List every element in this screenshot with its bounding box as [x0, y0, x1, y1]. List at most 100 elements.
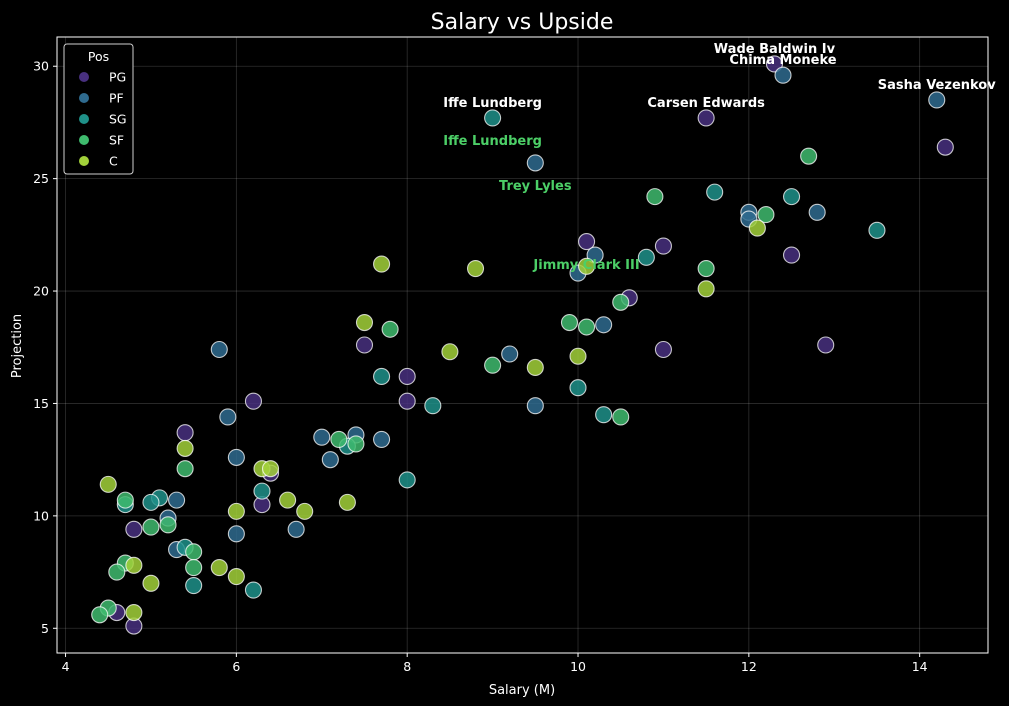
data-point-c [748, 219, 766, 237]
y-tick-label: 25 [33, 171, 49, 186]
data-point-sg [637, 248, 655, 266]
data-point-c [210, 559, 228, 577]
annotation-label: Wade Baldwin Iv [714, 42, 836, 57]
data-point-sf [176, 460, 194, 478]
data-point-pg [817, 336, 835, 354]
data-point-sg [185, 577, 203, 595]
data-point-pg [244, 392, 262, 410]
legend-entry: C [109, 154, 118, 169]
data-point-sf [185, 543, 203, 561]
data-point-sf [185, 559, 203, 577]
data-point-c [578, 257, 596, 275]
x-tick-label: 6 [232, 659, 240, 674]
data-point-sf [612, 293, 630, 311]
data-point-sg [142, 493, 160, 511]
y-tick-label: 5 [41, 621, 49, 636]
data-point-c [125, 603, 143, 622]
legend-marker [79, 72, 89, 82]
x-tick-label: 10 [570, 659, 586, 674]
x-tick-label: 4 [62, 659, 70, 674]
grid [57, 37, 988, 653]
x-axis-label: Salary (M) [489, 683, 555, 698]
x-tick-label: 14 [912, 659, 928, 674]
data-point-sf [108, 563, 126, 581]
data-point-pf [210, 340, 228, 359]
data-point-sf [560, 313, 579, 332]
plot-frame [56, 36, 989, 654]
data-point-pg [936, 138, 954, 156]
annotation-label: Sasha Vezenkov [878, 78, 996, 93]
legend-marker [79, 156, 89, 166]
legend-marker [79, 135, 89, 145]
data-point-pg [783, 246, 801, 264]
data-point-sf [159, 516, 177, 534]
data-point-pf [595, 316, 613, 334]
data-point-sg [569, 379, 587, 397]
y-tick-label: 15 [33, 396, 49, 411]
data-point-c [125, 556, 143, 574]
annotation-label: Trey Lyles [499, 179, 572, 194]
data-point-c [227, 502, 245, 520]
data-point-sf [484, 356, 502, 374]
data-point-c [373, 255, 391, 273]
data-point-c [261, 460, 280, 478]
data-point-pf [321, 451, 339, 469]
data-point-pg [654, 340, 672, 359]
data-point-pf [526, 397, 544, 415]
data-point-sg [595, 406, 613, 424]
data-point-pf [774, 66, 792, 84]
annotation-label: Jimmy Clark III [532, 258, 639, 273]
data-point-sf [800, 147, 818, 165]
legend-entry: SG [109, 112, 127, 127]
data-point-c [99, 475, 117, 493]
data-point-sf [381, 320, 399, 338]
data-point-sg [373, 367, 391, 386]
data-point-pf [808, 203, 826, 221]
data-point-pg [398, 367, 416, 386]
data-point-pg [176, 424, 194, 442]
data-point-c [338, 493, 356, 511]
data-point-pf [501, 345, 519, 363]
y-tick-label: 30 [33, 59, 49, 74]
data-point-c [355, 313, 374, 332]
annotation-label: Iffe Lundberg [443, 134, 542, 149]
annotation-label: Iffe Lundberg [443, 96, 542, 111]
data-point-sg [868, 221, 886, 239]
data-point-c [227, 568, 245, 586]
data-point-pg [355, 336, 374, 354]
data-point-sf [578, 318, 596, 336]
data-point-sf [757, 206, 775, 224]
data-point-c [296, 502, 314, 520]
data-point-sg [424, 397, 442, 415]
data-point-c [466, 260, 485, 278]
data-point-pf [313, 428, 331, 446]
legend-entry: PF [109, 91, 124, 106]
data-point-pg [398, 392, 416, 410]
data-point-sf [91, 606, 109, 624]
legend-marker [79, 114, 89, 124]
data-point-c [279, 491, 297, 509]
data-point-sf [116, 491, 134, 509]
data-point-pg [654, 237, 672, 255]
data-point-pf [168, 491, 186, 509]
y-axis-label: Projection [10, 314, 25, 378]
legend-entry: SF [109, 133, 124, 148]
y-tick-label: 20 [33, 284, 49, 299]
chart-title: Salary vs Upside [431, 10, 614, 35]
data-point-sg [253, 482, 271, 500]
data-point-sf [347, 435, 365, 453]
data-point-sg [484, 109, 502, 127]
x-tick-label: 12 [741, 659, 757, 674]
data-point-c [526, 358, 544, 377]
data-point-pf [287, 520, 305, 538]
y-tick-label: 10 [33, 508, 49, 523]
data-point-pf [928, 91, 946, 109]
data-point-sg [706, 183, 724, 201]
data-point-sg [398, 471, 416, 489]
legend-marker [79, 93, 89, 103]
data-point-sf [142, 518, 160, 536]
